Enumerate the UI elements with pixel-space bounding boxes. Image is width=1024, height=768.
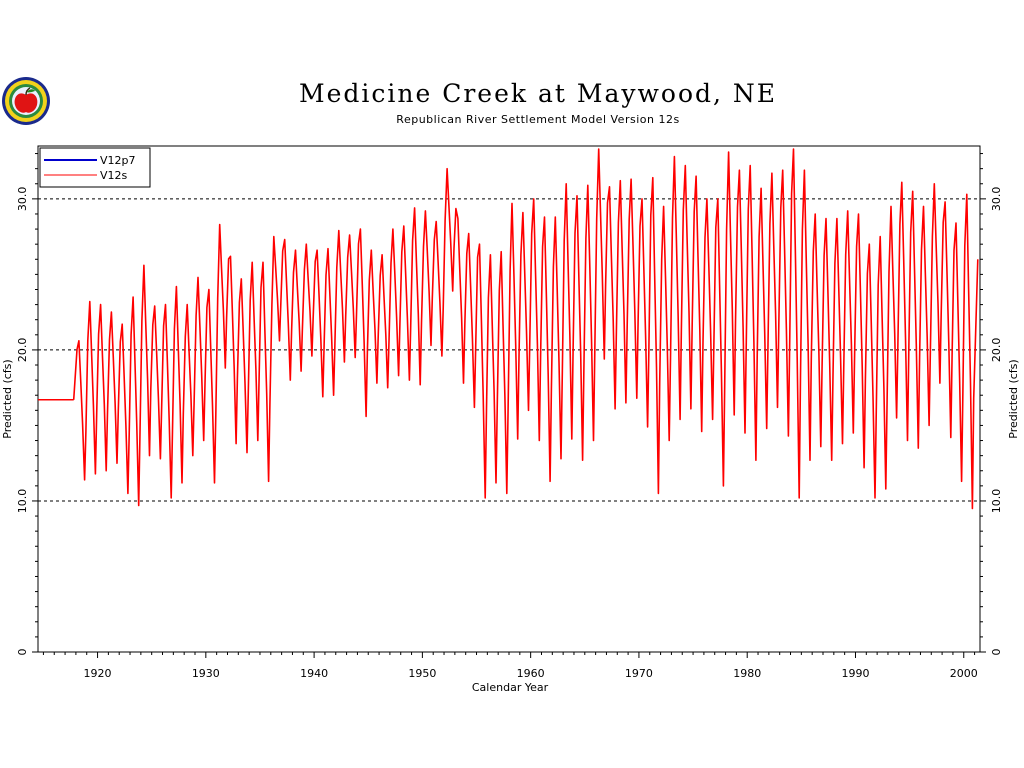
y-tick-label-right: 20.0 bbox=[990, 338, 1003, 363]
x-tick-label: 1930 bbox=[192, 667, 220, 680]
x-axis-label: Calendar Year bbox=[472, 681, 549, 694]
x-tick-label: 1950 bbox=[408, 667, 436, 680]
y-tick-label: 0 bbox=[16, 649, 29, 656]
chart-title: Medicine Creek at Maywood, NE bbox=[299, 79, 777, 108]
y-axis: 0 0 10.0 10.0 20.0 20.0 30.0 30.0 bbox=[16, 153, 1003, 656]
x-tick-label: 1990 bbox=[841, 667, 869, 680]
series-group bbox=[38, 148, 979, 510]
y-tick-label: 10.0 bbox=[16, 489, 29, 513]
x-tick-label: 1970 bbox=[625, 667, 653, 680]
chart-subtitle: Republican River Settlement Model Versio… bbox=[396, 113, 679, 126]
legend-label-v12s: V12s bbox=[100, 169, 128, 182]
x-tick-label: 1960 bbox=[517, 667, 545, 680]
legend-label-v12p7: V12p7 bbox=[100, 154, 136, 167]
legend: V12p7 V12s bbox=[39, 147, 151, 188]
y-axis-label-left: Predicted (cfs) bbox=[1, 359, 14, 438]
x-tick-label: 1920 bbox=[84, 667, 112, 680]
x-axis: 1920 1930 1940 1950 1960 1970 1980 1990 2000 bbox=[42, 652, 978, 680]
x-tick-label: 1980 bbox=[733, 667, 761, 680]
x-tick-label: 1940 bbox=[300, 667, 328, 680]
series-v12s-line bbox=[72, 148, 979, 510]
y-tick-label: 30.0 bbox=[16, 187, 29, 212]
y-tick-label: 20.0 bbox=[16, 338, 29, 363]
apple-seal-icon bbox=[2, 77, 50, 125]
y-tick-label-right: 30.0 bbox=[990, 187, 1003, 212]
x-tick-label: 2000 bbox=[950, 667, 978, 680]
legend-box bbox=[39, 147, 151, 188]
y-tick-label-right: 10.0 bbox=[990, 489, 1003, 513]
y-tick-label-right: 0 bbox=[990, 649, 1003, 656]
y-axis-label-right: Predicted (cfs) bbox=[1007, 359, 1020, 438]
